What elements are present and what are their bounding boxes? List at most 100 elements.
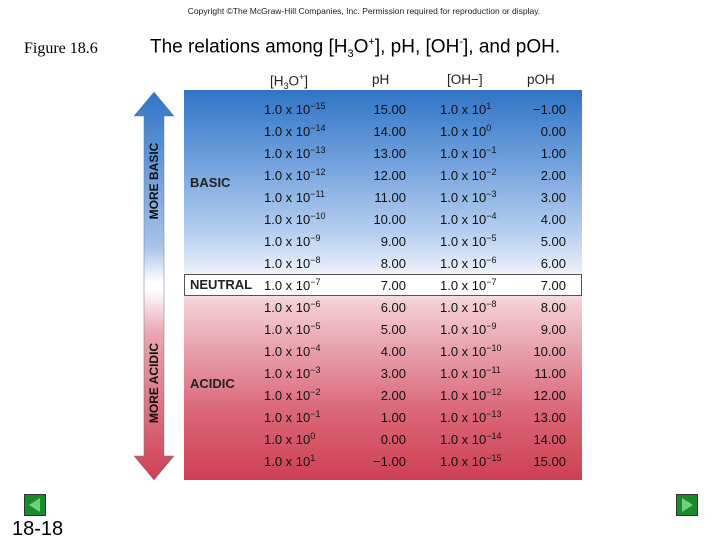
h3o-cell-exponent: −1 (310, 409, 321, 419)
header-poh: pOH (527, 72, 555, 87)
oh-cell: 1.0 x 10−1 (440, 143, 497, 165)
oh-cell: 1.0 x 10−3 (440, 187, 497, 209)
table-row: 1.0 x 10−9 9.00 1.0 x 10−5 5.00 (0, 231, 728, 253)
h3o-cell-base: 1.0 x 10 (264, 256, 311, 271)
h3o-cell-base: 1.0 x 10 (264, 234, 311, 249)
oh-cell-exponent: −14 (486, 431, 502, 441)
poh-cell: −1.00 (533, 102, 566, 117)
h3o-cell: 1.0 x 10−5 (264, 319, 321, 341)
h3o-cell: 1.0 x 10−1 (264, 407, 321, 429)
table-row: 1.0 x 10−11 11.00 1.0 x 10−3 3.00 (0, 187, 728, 209)
poh-cell: 10.00 (533, 344, 566, 359)
h3o-cell-exponent: 1 (310, 453, 316, 463)
h3o-cell-base: 1.0 x 10 (264, 410, 311, 425)
poh-cell: 3.00 (540, 190, 566, 205)
oh-cell-base: 1.0 x 10 (440, 124, 487, 139)
h3o-cell: 1.0 x 10−2 (264, 385, 321, 407)
oh-cell: 1.0 x 10−5 (440, 231, 497, 253)
h3o-cell-exponent: −12 (310, 167, 326, 177)
right-arrow-icon (682, 498, 693, 512)
h3o-cell-exponent: −11 (310, 189, 325, 199)
ph-cell: 15.00 (373, 102, 406, 117)
oh-cell-exponent: −8 (486, 299, 497, 309)
oh-cell: 1.0 x 10−15 (440, 451, 502, 473)
h3o-cell-exponent: −10 (310, 211, 326, 221)
left-arrow-icon (29, 498, 40, 512)
oh-cell: 1.0 x 10−8 (440, 297, 497, 319)
h3o-cell: 1.0 x 10−10 (264, 209, 326, 231)
h3o-cell-base: 1.0 x 10 (264, 190, 311, 205)
h3o-cell-exponent: −9 (310, 233, 321, 243)
h3o-cell-base: 1.0 x 10 (264, 388, 311, 403)
oh-cell-base: 1.0 x 10 (440, 190, 487, 205)
ph-cell: 9.00 (380, 234, 406, 249)
oh-cell: 1.0 x 10−7 (440, 275, 497, 297)
oh-cell-base: 1.0 x 10 (440, 366, 487, 381)
oh-cell-exponent: −7 (486, 277, 497, 287)
poh-cell: 5.00 (540, 234, 566, 249)
slide-number: 18-18 (12, 518, 64, 540)
ph-cell: 14.00 (373, 124, 406, 139)
neutral-label: NEUTRAL (190, 277, 253, 292)
ph-cell: 1.00 (380, 410, 406, 425)
table-row: 1.0 x 10−8 8.00 1.0 x 10−6 6.00 (0, 253, 728, 275)
h3o-cell: 1.0 x 10−8 (264, 253, 321, 275)
oh-cell: 1.0 x 101 (440, 99, 491, 121)
oh-cell-base: 1.0 x 10 (440, 168, 487, 183)
h3o-cell-exponent: −8 (310, 255, 321, 265)
h3o-cell: 1.0 x 10−6 (264, 297, 321, 319)
h3o-cell-base: 1.0 x 10 (264, 344, 311, 359)
h3o-cell-exponent: −13 (310, 145, 326, 155)
ph-cell: 8.00 (380, 256, 406, 271)
table-row: 1.0 x 100 0.00 1.0 x 10−14 14.00 (0, 429, 728, 451)
oh-cell: 1.0 x 100 (440, 121, 491, 143)
oh-cell-exponent: −4 (486, 211, 497, 221)
oh-cell: 1.0 x 10−4 (440, 209, 497, 231)
h3o-cell-base: 1.0 x 10 (264, 300, 311, 315)
poh-cell: 13.00 (533, 410, 566, 425)
table-row: 1.0 x 10−6 6.00 1.0 x 10−8 8.00 (0, 297, 728, 319)
oh-cell-base: 1.0 x 10 (440, 322, 487, 337)
oh-cell-exponent: −6 (486, 255, 497, 265)
h3o-cell: 1.0 x 100 (264, 429, 315, 451)
oh-cell-base: 1.0 x 10 (440, 256, 487, 271)
oh-cell: 1.0 x 10−2 (440, 165, 497, 187)
h3o-cell-base: 1.0 x 10 (264, 432, 311, 447)
oh-cell: 1.0 x 10−11 (440, 363, 501, 385)
oh-cell: 1.0 x 10−10 (440, 341, 502, 363)
h3o-cell-base: 1.0 x 10 (264, 366, 311, 381)
h3o-cell-exponent: −3 (310, 365, 321, 375)
ph-cell: 10.00 (373, 212, 406, 227)
table-row: 1.0 x 10−14 14.00 1.0 x 100 0.00 (0, 121, 728, 143)
oh-cell-exponent: −3 (486, 189, 497, 199)
oh-cell-exponent: −11 (486, 365, 501, 375)
header-h3o: [H3O+] (270, 72, 309, 92)
title-mid2: ], pH, [OH (374, 36, 460, 58)
table-row: 1.0 x 10−15 15.00 1.0 x 101 −1.00 (0, 99, 728, 121)
h3o-cell-base: 1.0 x 10 (264, 278, 311, 293)
table-row: 1.0 x 10−1 1.00 1.0 x 10−13 13.00 (0, 407, 728, 429)
oh-cell-exponent: −2 (486, 167, 497, 177)
title-mid: O (353, 36, 369, 58)
h3o-cell: 1.0 x 10−11 (264, 187, 325, 209)
h3o-cell-exponent: −15 (310, 101, 326, 111)
h3o-cell-base: 1.0 x 10 (264, 168, 311, 183)
h3o-cell: 1.0 x 10−13 (264, 143, 326, 165)
h3o-cell-exponent: 0 (310, 431, 316, 441)
table-row: 1.0 x 10−7 7.00 1.0 x 10−7 7.00 (0, 275, 728, 297)
oh-cell-exponent: −1 (486, 145, 497, 155)
ph-cell: 2.00 (380, 388, 406, 403)
oh-cell: 1.0 x 10−6 (440, 253, 497, 275)
header-oh: [OH−] (447, 72, 483, 87)
h3o-cell: 1.0 x 10−12 (264, 165, 326, 187)
ph-cell: 3.00 (380, 366, 406, 381)
h3o-cell: 1.0 x 10−9 (264, 231, 321, 253)
oh-cell-exponent: −5 (486, 233, 497, 243)
double-arrow-icon (134, 92, 174, 480)
oh-cell-exponent: −15 (486, 453, 502, 463)
h3o-cell-base: 1.0 x 10 (264, 102, 311, 117)
acidic-label: ACIDIC (190, 376, 235, 391)
next-slide-button[interactable] (676, 494, 698, 516)
table-row: 1.0 x 10−2 2.00 1.0 x 10−12 12.00 (0, 385, 728, 407)
previous-slide-button[interactable] (24, 494, 46, 516)
